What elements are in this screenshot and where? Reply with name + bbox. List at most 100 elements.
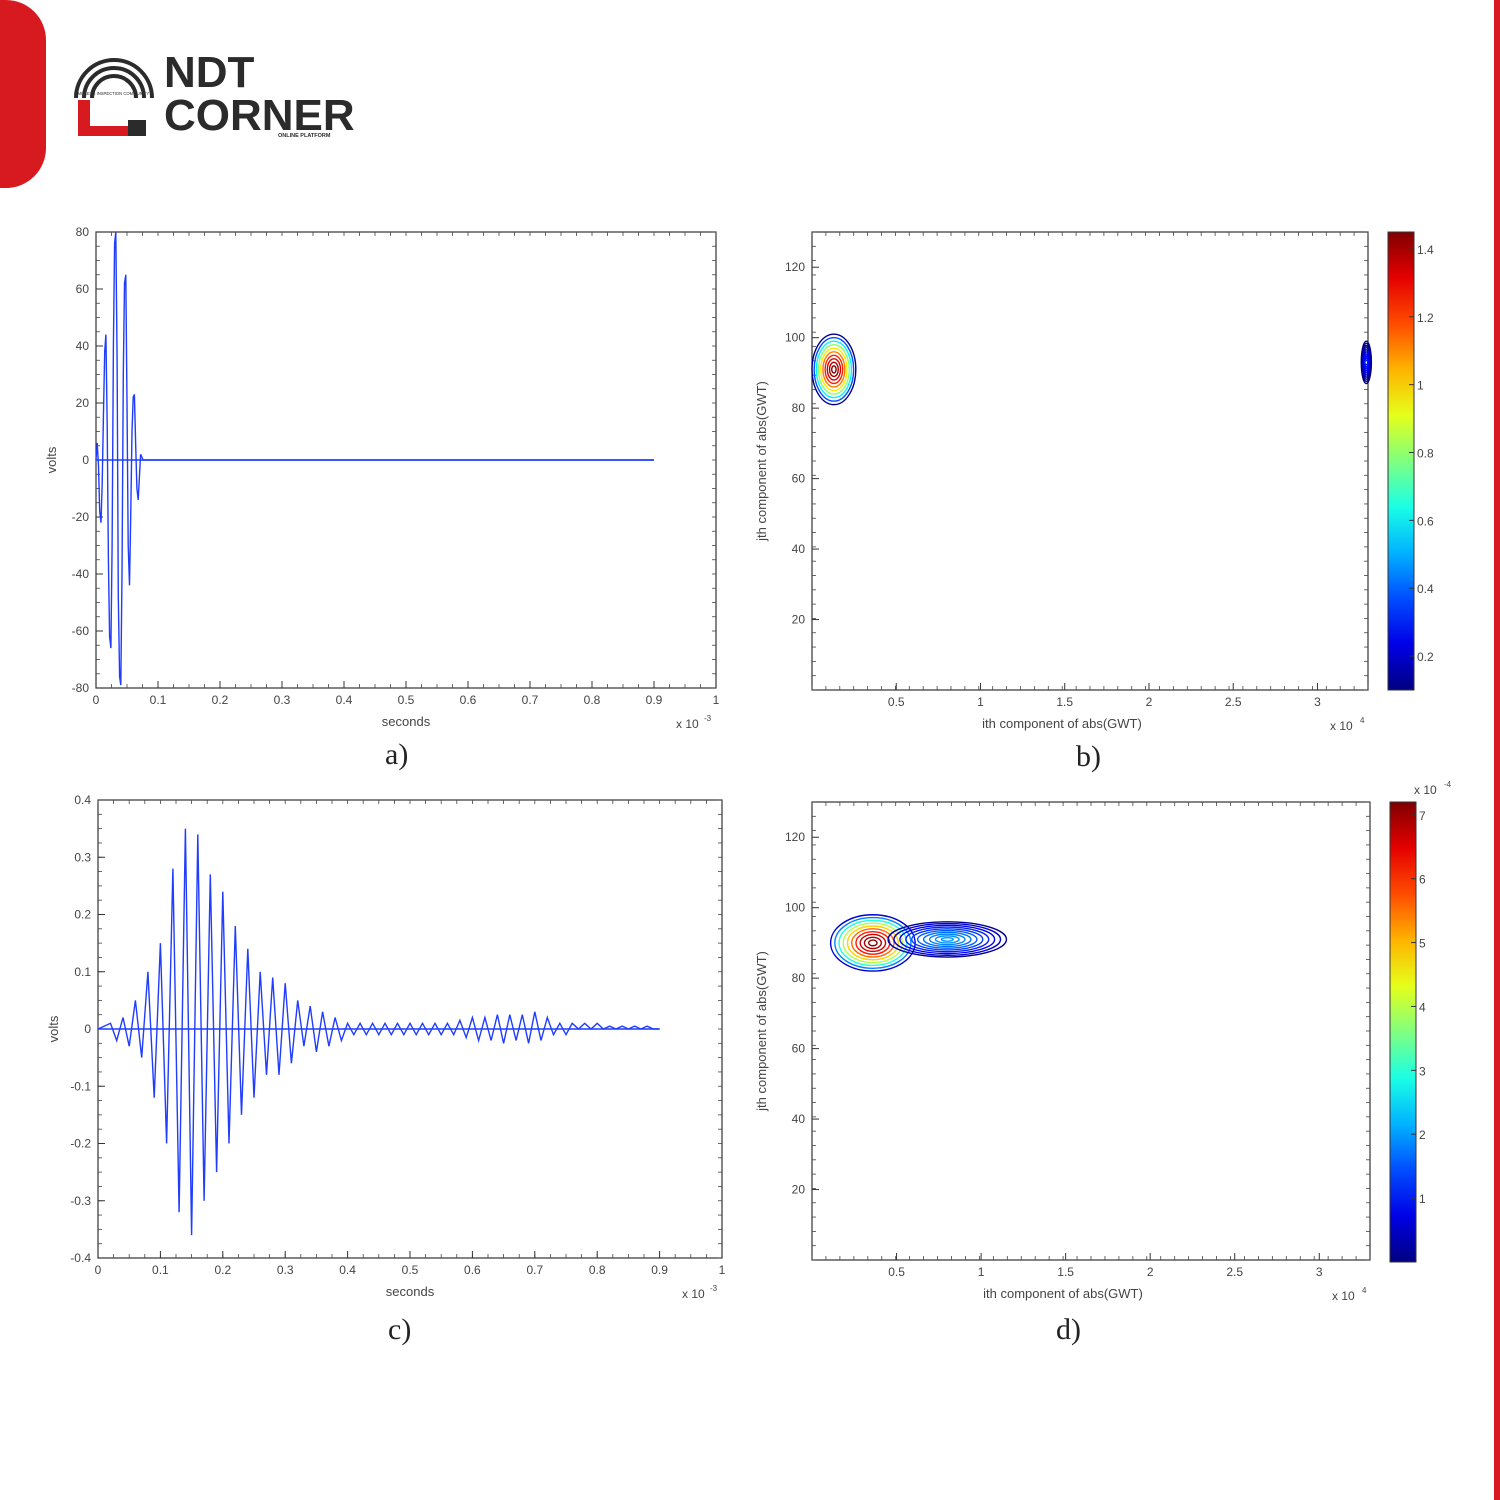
- x-tick-label: 0.3: [277, 1263, 294, 1277]
- contour-level-line: [817, 344, 850, 395]
- contour-level-line: [911, 928, 984, 951]
- contour-level-line: [867, 939, 878, 947]
- colorbar-tick-label: 1.4: [1417, 243, 1434, 257]
- contour-level-line: [822, 351, 846, 388]
- y-tick-label: 40: [792, 542, 806, 556]
- contour-level-line: [815, 340, 853, 399]
- contour-level-line: [846, 925, 899, 961]
- y-tick-label: 20: [76, 396, 90, 410]
- x-tick-label: 1.5: [1057, 1265, 1074, 1279]
- x-tick-label: 0: [95, 1263, 102, 1277]
- x-tick-label: 2.5: [1225, 695, 1242, 709]
- logo-tagline-left: LIMITLESS INSPECTION COMMUNITY: [74, 91, 149, 96]
- contour-level-line: [824, 354, 844, 385]
- x-tick-label: 2: [1147, 1265, 1154, 1279]
- y-tick-label: 100: [785, 331, 805, 345]
- y-axis-label: jth component of abs(GWT): [754, 951, 769, 1112]
- logo-arc-icon: [74, 58, 154, 99]
- y-tick-label: 80: [76, 225, 90, 239]
- x-scale-exponent: 4: [1360, 716, 1365, 725]
- logo-tagline-right: ONLINE PLATFORM: [278, 133, 331, 139]
- contour-level-line: [940, 936, 954, 942]
- x-tick-label: 1: [978, 1265, 985, 1279]
- contour-level-line: [928, 933, 966, 946]
- x-axis-label: ith component of abs(GWT): [983, 1286, 1143, 1301]
- contour-level-line: [905, 926, 990, 953]
- x-scale-multiplier: x 10: [1330, 719, 1353, 733]
- colorbar-tick-label: 4: [1419, 1000, 1426, 1014]
- y-tick-label: -20: [72, 510, 90, 524]
- logo-word-corner: CORNER: [164, 91, 355, 140]
- x-tick-label: 0.2: [212, 693, 229, 707]
- colorbar-tick-label: 1.2: [1417, 311, 1434, 325]
- contour-level-line: [813, 336, 855, 402]
- y-tick-label: 20: [792, 613, 806, 627]
- y-tick-label: -0.1: [70, 1079, 91, 1093]
- contour-level-line: [1364, 359, 1369, 366]
- y-tick-label: 80: [792, 401, 806, 415]
- x-axis-label: seconds: [386, 1284, 435, 1299]
- x-tick-label: 0.7: [522, 693, 539, 707]
- y-tick-label: 0.2: [74, 908, 91, 922]
- y-tick-label: -0.4: [70, 1251, 91, 1265]
- colorbar: [1389, 801, 1417, 1263]
- x-tick-label: 0.4: [336, 693, 353, 707]
- brand-accent-bar: [0, 0, 46, 188]
- plot-frame-d: [811, 801, 1371, 1261]
- colorbar-tick-label: 0.2: [1417, 650, 1434, 664]
- y-tick-label: 40: [76, 339, 90, 353]
- x-scale-multiplier: x 10: [676, 717, 699, 731]
- contour-level-line: [831, 365, 837, 374]
- contour-level-line: [820, 347, 848, 392]
- contour-level-line: [859, 933, 887, 953]
- colorbar-tick-label: 0.4: [1417, 582, 1434, 596]
- contour-level-line: [887, 921, 1008, 958]
- x-scale-exponent: 4: [1362, 1286, 1367, 1295]
- colorbar-tick-label: 0.8: [1417, 447, 1434, 461]
- y-tick-label: 0.3: [74, 850, 91, 864]
- x-tick-label: 0.4: [339, 1263, 356, 1277]
- x-tick-label: 0.9: [651, 1263, 668, 1277]
- x-tick-label: 0.3: [274, 693, 291, 707]
- contour-level-line: [811, 333, 857, 406]
- x-tick-label: 3: [1314, 695, 1321, 709]
- colorbar-tick-label: 2: [1419, 1128, 1426, 1142]
- x-tick-label: 0.1: [150, 693, 167, 707]
- y-tick-label: 100: [785, 901, 805, 915]
- x-axis-label: seconds: [382, 714, 431, 729]
- y-tick-label: 80: [792, 971, 806, 985]
- y-tick-label: 60: [792, 472, 806, 486]
- y-tick-label: -80: [72, 681, 90, 695]
- chart-a: 0 0.1 0.2 0.3 0.4 0.5 0.6 0.7 0.8 0.9 1 80 60 40 20 0 -2…: [44, 225, 720, 731]
- colorbar-tick-label: 5: [1419, 937, 1426, 951]
- caption-b: b): [1076, 740, 1101, 773]
- x-axis-label: ith component of abs(GWT): [982, 716, 1142, 731]
- y-tick-label: 0: [82, 453, 89, 467]
- x-tick-label: 0.5: [888, 1265, 905, 1279]
- caption-a: a): [385, 738, 409, 771]
- contour-level-line: [842, 922, 904, 964]
- contour-level-line: [826, 358, 842, 381]
- y-axis-label: volts: [46, 1015, 61, 1042]
- x-scale-multiplier: x 10: [1332, 1289, 1355, 1303]
- x-tick-label: 1: [977, 695, 984, 709]
- chart-d: 0.5 1 1.5 2 2.5 3 120 100 80 60 40 20 7 6 5 4 3 2 1 x 10 -4 i…: [754, 780, 1452, 1303]
- chart-b: 0.5 1 1.5 2 2.5 3 120 100 80 60 40 20 1.4 1.2 1 0.8 0.6 0…: [754, 231, 1434, 733]
- signal-series-line: [95, 231, 654, 686]
- y-tick-label: 20: [792, 1183, 806, 1197]
- contour-level-line: [851, 928, 895, 958]
- plot-frame-b: [811, 231, 1369, 691]
- x-tick-label: 0: [93, 693, 100, 707]
- logo-c-icon: [78, 100, 144, 136]
- y-tick-label: -0.3: [70, 1194, 91, 1208]
- contour-level-line: [916, 929, 978, 949]
- x-tick-label: 0.2: [214, 1263, 231, 1277]
- x-tick-label: 2: [1146, 695, 1153, 709]
- contour-level-line: [893, 922, 1002, 956]
- x-tick-label: 0.5: [888, 695, 905, 709]
- x-tick-label: 3: [1316, 1265, 1323, 1279]
- x-scale-multiplier: x 10: [682, 1287, 705, 1301]
- x-tick-label: 1: [713, 693, 720, 707]
- y-tick-label: 120: [785, 260, 805, 274]
